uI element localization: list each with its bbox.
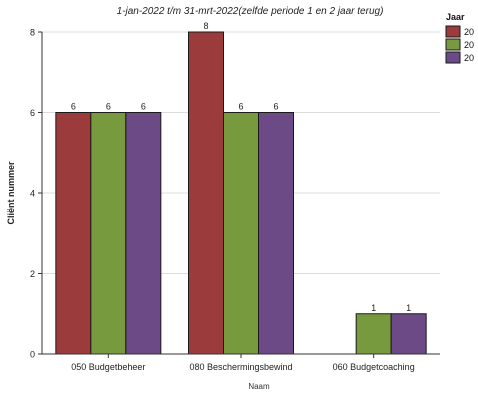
bar bbox=[258, 112, 294, 355]
bar-value-label: 8 bbox=[203, 21, 208, 31]
x-tick-label: 080 Beschermingsbewind bbox=[189, 362, 292, 372]
bar bbox=[90, 112, 127, 355]
bar-value-label: 6 bbox=[273, 102, 278, 112]
bar bbox=[355, 313, 392, 355]
legend-label: 20 bbox=[464, 53, 474, 63]
bar-value-label: 6 bbox=[238, 102, 243, 112]
x-axis-title: Naam bbox=[248, 382, 270, 391]
x-tick-label: 050 Budgetbeheer bbox=[71, 362, 145, 372]
bar bbox=[188, 31, 224, 355]
y-tick-label: 0 bbox=[30, 350, 35, 360]
axes: 0 2 4 6 8 050 Budgetbeheer 080 Beschermingsbew… bbox=[6, 28, 440, 391]
y-axis-title: Cliënt nummer bbox=[6, 161, 16, 225]
bar bbox=[125, 112, 162, 355]
bar-value-label: 6 bbox=[106, 102, 111, 112]
chart-subtitle: 1-jan-2022 t/m 31-mrt-2022(zelfde period… bbox=[117, 6, 384, 17]
y-tick-label: 4 bbox=[30, 189, 35, 199]
bar bbox=[55, 112, 92, 355]
legend-swatch bbox=[445, 25, 461, 38]
bar-value-label: 6 bbox=[71, 102, 76, 112]
y-tick-label: 8 bbox=[30, 28, 35, 38]
legend: Jaar 20 20 20 bbox=[445, 12, 474, 64]
legend-label: 20 bbox=[464, 27, 474, 37]
legend-title: Jaar bbox=[446, 12, 465, 22]
bar bbox=[390, 313, 427, 355]
bar-value-label: 6 bbox=[141, 102, 146, 112]
legend-swatch bbox=[445, 38, 461, 51]
x-tick-label: 060 Budgetcoaching bbox=[333, 362, 415, 372]
legend-label: 20 bbox=[464, 40, 474, 50]
y-tick-label: 2 bbox=[30, 269, 35, 279]
bar-value-label: 1 bbox=[371, 303, 376, 313]
bar-value-label: 1 bbox=[406, 303, 411, 313]
y-tick-label: 6 bbox=[30, 108, 35, 118]
legend-swatch bbox=[445, 51, 461, 64]
bar bbox=[223, 112, 259, 355]
bars: 6 6 6 8 6 6 1 1 bbox=[55, 21, 427, 355]
